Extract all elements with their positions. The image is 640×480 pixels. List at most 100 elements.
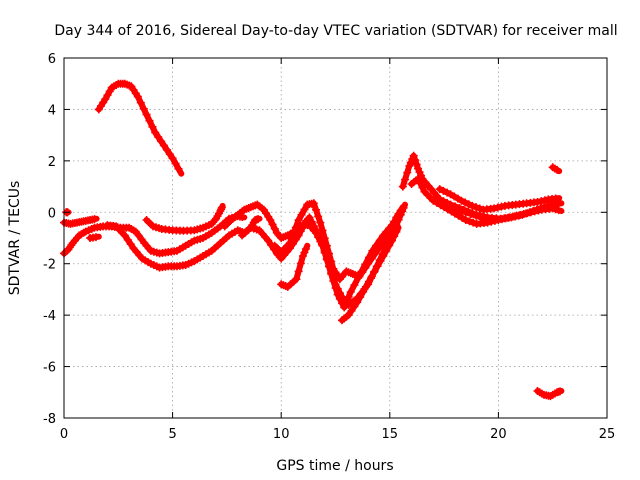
data-point-marker <box>344 311 353 320</box>
data-point-marker <box>477 213 486 222</box>
data-point-marker <box>414 164 423 173</box>
series-arc-h-markers <box>277 245 310 291</box>
data-point-marker <box>466 210 475 219</box>
x-tick-label: 20 <box>490 427 507 442</box>
data-point-marker <box>472 211 481 220</box>
data-point-marker <box>464 200 473 209</box>
data-point-marker <box>472 203 481 212</box>
data-point-marker <box>530 207 539 216</box>
data-point-marker <box>151 128 160 137</box>
series-arc-d-markers <box>142 203 226 235</box>
data-point-marker <box>382 233 391 242</box>
data-point-marker <box>439 186 448 195</box>
data-point-marker <box>331 283 340 292</box>
y-tick-label: 4 <box>48 103 56 118</box>
data-point-marker <box>398 182 407 191</box>
series-arc-i <box>339 224 402 324</box>
data-point-marker <box>154 132 163 141</box>
data-point-marker <box>254 215 263 224</box>
series-arc-c-markers <box>103 215 263 272</box>
data-point-marker <box>481 214 490 223</box>
data-point-marker <box>379 252 388 260</box>
data-point-marker <box>555 387 564 396</box>
series-arc-o-markers <box>533 387 564 401</box>
data-point-marker <box>168 154 177 163</box>
data-point-marker <box>171 159 180 168</box>
y-tick-label: -8 <box>43 412 56 427</box>
x-tick-label: 0 <box>60 427 68 442</box>
series-arc-e-markers <box>220 200 408 309</box>
data-point-marker <box>418 183 427 192</box>
series-arc-b2-markers <box>86 233 100 242</box>
data-point-marker <box>412 160 421 169</box>
data-point-marker <box>519 209 528 218</box>
data-point-marker <box>309 222 318 231</box>
data-point-marker <box>322 241 331 250</box>
data-point-marker <box>347 306 356 315</box>
data-point-marker <box>512 211 521 220</box>
data-point-marker <box>416 179 425 188</box>
data-point-marker <box>90 215 99 224</box>
data-point-marker <box>411 156 420 165</box>
data-point-marker <box>461 198 470 207</box>
data-point-marker <box>401 175 410 184</box>
data-point-marker <box>508 212 517 221</box>
data-point-marker <box>385 228 394 237</box>
data-point-marker <box>490 204 499 213</box>
data-point-marker <box>346 288 355 296</box>
data-point-marker <box>498 215 507 224</box>
data-point-marker <box>526 208 535 217</box>
data-point-marker <box>159 141 168 150</box>
x-axis-label: GPS time / hours <box>276 458 393 474</box>
data-point-marker <box>350 281 359 290</box>
data-point-marker <box>300 205 309 214</box>
data-point-marker <box>373 262 382 271</box>
data-point-marker <box>453 204 462 213</box>
data-point-marker <box>497 202 506 211</box>
data-point-marker <box>359 287 368 296</box>
data-point-marker <box>268 220 277 229</box>
series-arc-peak-markers <box>94 79 183 173</box>
data-point-marker <box>374 244 383 253</box>
data-point-marker <box>523 209 532 218</box>
data-point-marker <box>307 217 316 226</box>
x-tick-label: 5 <box>168 427 176 442</box>
data-traces <box>60 79 565 401</box>
data-point-marker <box>297 210 306 219</box>
data-point-marker <box>294 267 303 276</box>
data-point-marker <box>145 116 154 125</box>
data-point-marker <box>414 174 423 183</box>
data-point-marker <box>136 98 145 107</box>
data-point-marker <box>329 276 338 285</box>
plot-frame <box>63 57 608 419</box>
data-point-marker <box>505 213 514 222</box>
data-point-marker <box>139 104 148 113</box>
series-arc-i-markers <box>338 227 401 325</box>
data-point-marker <box>415 168 424 177</box>
data-point-marker <box>540 196 549 205</box>
y-tick-label: -4 <box>43 309 56 324</box>
data-point-marker <box>157 137 166 146</box>
data-point-marker <box>390 232 399 241</box>
data-point-marker <box>266 216 275 224</box>
data-point-marker <box>516 210 525 219</box>
data-point-marker <box>288 231 297 240</box>
data-point-marker <box>367 254 376 263</box>
data-point-marker <box>318 226 327 235</box>
data-point-marker <box>296 259 305 268</box>
data-point-marker <box>210 216 219 225</box>
data-point-marker <box>361 263 370 272</box>
data-point-marker <box>378 239 387 248</box>
data-point-marker <box>350 302 359 311</box>
series-arc-m-markers <box>448 203 494 224</box>
data-point-marker <box>435 185 444 194</box>
data-point-marker <box>165 150 174 159</box>
data-point-marker <box>316 218 325 227</box>
data-point-marker <box>355 272 364 281</box>
data-point-marker <box>392 227 401 236</box>
data-point-marker <box>385 241 394 250</box>
data-point-marker <box>553 165 562 174</box>
data-point-marker <box>300 248 309 257</box>
data-point-marker <box>534 206 543 215</box>
data-point-marker <box>388 223 397 232</box>
